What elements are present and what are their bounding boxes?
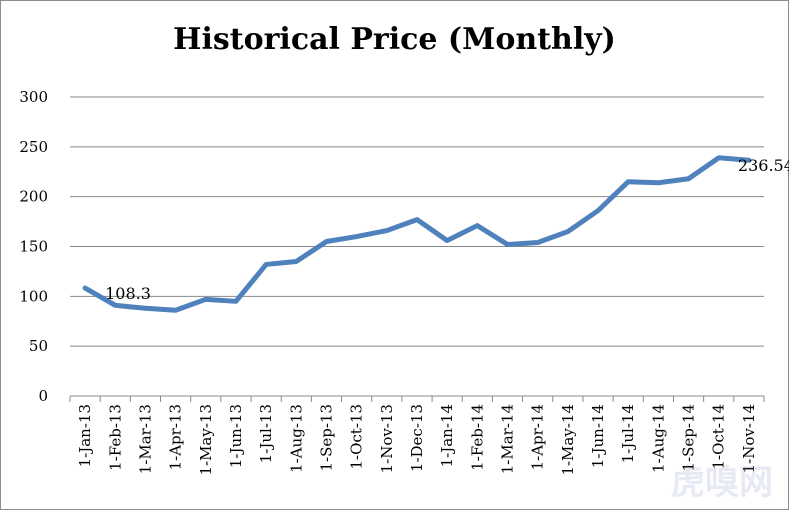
gridlines xyxy=(70,96,764,347)
data-point xyxy=(324,240,328,244)
data-point xyxy=(294,259,298,263)
y-tick-label: 0 xyxy=(38,387,48,405)
x-tick-label: 1-Oct-14 xyxy=(710,404,728,470)
data-point xyxy=(83,286,87,290)
x-tick-label: 1-Feb-13 xyxy=(106,404,124,471)
x-tick-label: 1-Aug-14 xyxy=(649,404,667,473)
data-point xyxy=(626,180,630,184)
data-point xyxy=(264,262,268,266)
data-point xyxy=(385,229,389,233)
y-axis-ticks: 0 50 100 150 200 250 300 xyxy=(19,88,48,405)
x-tick-label: 1-Jun-14 xyxy=(589,404,607,468)
data-label: 108.3 xyxy=(105,284,151,303)
data-point xyxy=(174,308,178,312)
x-axis-ticks: 1-Jan-13 1-Feb-13 1-Mar-13 1-Apr-13 1-May-13… xyxy=(76,404,758,476)
x-tick-label: 1-Feb-14 xyxy=(468,404,486,471)
data-point xyxy=(143,306,147,310)
data-point xyxy=(566,230,570,234)
x-tick-label: 1-Sep-14 xyxy=(680,404,698,472)
data-point xyxy=(687,177,691,181)
x-tick-label: 1-Jan-13 xyxy=(76,404,94,467)
data-point xyxy=(113,303,117,307)
data-point xyxy=(445,239,449,243)
x-tick-label: 1-Dec-13 xyxy=(408,404,426,472)
data-point xyxy=(506,243,510,247)
data-point xyxy=(475,224,479,228)
x-tick-label: 1-Jan-14 xyxy=(438,404,456,467)
data-point xyxy=(355,235,359,239)
x-axis xyxy=(69,395,765,402)
x-tick-label: 1-Oct-13 xyxy=(348,404,366,470)
data-point xyxy=(536,241,540,245)
x-tick-label: 1-Apr-13 xyxy=(167,404,185,470)
y-tick-label: 300 xyxy=(19,88,48,106)
data-point xyxy=(596,209,600,213)
x-tick-label: 1-Aug-13 xyxy=(287,404,305,473)
y-tick-label: 200 xyxy=(19,188,48,206)
x-tick-label: 1-Jul-14 xyxy=(619,404,637,463)
x-tick-label: 1-May-14 xyxy=(559,404,577,476)
x-tick-label: 1-Sep-13 xyxy=(317,404,335,472)
data-point xyxy=(415,218,419,222)
watermark: 虎嗅网 xyxy=(671,463,773,503)
data-point xyxy=(717,156,721,160)
x-tick-label: 1-Nov-14 xyxy=(740,404,758,473)
x-tick-label: 1-May-13 xyxy=(197,404,215,476)
x-tick-label: 1-Apr-14 xyxy=(529,404,547,470)
chart-title: Historical Price (Monthly) xyxy=(173,22,616,57)
y-tick-label: 100 xyxy=(19,287,48,305)
x-tick-label: 1-Mar-13 xyxy=(136,404,154,474)
y-tick-label: 50 xyxy=(29,337,48,355)
x-tick-label: 1-Nov-13 xyxy=(378,404,396,473)
x-tick-label: 1-Jun-13 xyxy=(227,404,245,468)
data-point xyxy=(204,297,208,301)
series-group xyxy=(82,155,752,313)
series-line xyxy=(82,155,752,313)
y-tick-label: 150 xyxy=(19,238,48,256)
data-labels: 108.3 236.54 xyxy=(105,156,789,303)
x-tick-label: 1-Mar-14 xyxy=(499,404,517,474)
data-point xyxy=(747,158,751,162)
y-tick-label: 250 xyxy=(19,138,48,156)
x-tick-label: 1-Jul-13 xyxy=(257,404,275,463)
data-point xyxy=(234,299,238,303)
data-label: 236.54 xyxy=(738,156,789,175)
data-point xyxy=(656,181,660,185)
